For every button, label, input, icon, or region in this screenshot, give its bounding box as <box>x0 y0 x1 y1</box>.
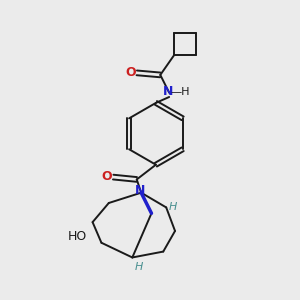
Text: O: O <box>101 170 112 183</box>
Text: H: H <box>169 202 177 212</box>
Text: N: N <box>135 184 146 197</box>
Text: —H: —H <box>171 87 190 97</box>
Text: HO: HO <box>68 230 87 243</box>
Text: O: O <box>125 66 136 79</box>
Text: N: N <box>163 85 173 98</box>
Text: H: H <box>134 262 143 272</box>
